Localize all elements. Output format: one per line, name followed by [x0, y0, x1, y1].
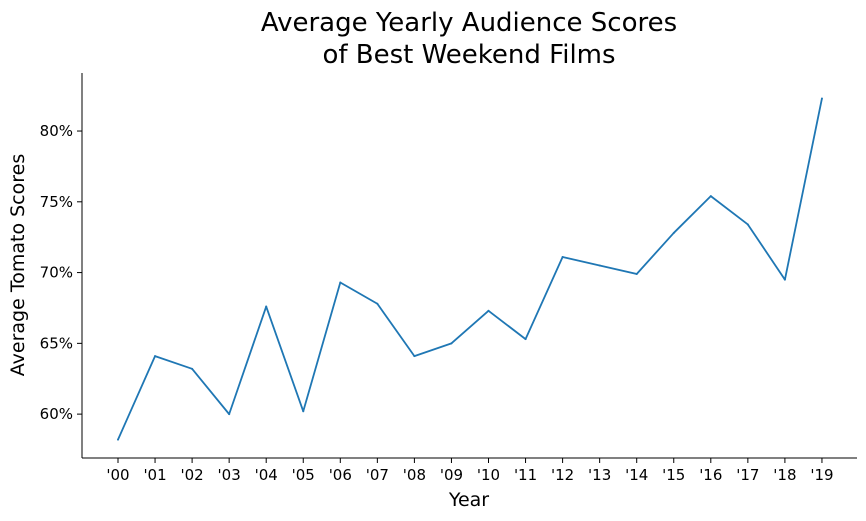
x-tick-label: '13: [588, 466, 611, 484]
x-tick-label: '15: [662, 466, 685, 484]
y-ticks: 60% 65% 70% 75% 80%: [40, 122, 82, 423]
y-tick-label: 80%: [40, 122, 73, 140]
y-tick-label: 75%: [40, 193, 73, 211]
data-point: [302, 410, 305, 413]
x-tick-label: '02: [180, 466, 203, 484]
data-point: [487, 309, 490, 312]
data-point: [783, 278, 786, 281]
data-point: [672, 231, 675, 234]
x-tick-label: '03: [218, 466, 241, 484]
chart-title-line-1: Average Yearly Audience Scores: [261, 8, 677, 38]
x-tick-label: '19: [810, 466, 833, 484]
x-tick-label: '17: [736, 466, 759, 484]
x-tick-label: '08: [403, 466, 426, 484]
data-point: [339, 281, 342, 284]
data-point: [191, 367, 194, 370]
data-point: [820, 97, 823, 100]
x-tick-label: '00: [106, 466, 129, 484]
data-point: [598, 264, 601, 267]
data-point: [154, 355, 157, 358]
x-tick-label: '12: [551, 466, 574, 484]
data-point: [265, 305, 268, 308]
plot-area: 60% 65% 70% 75% 80% '00 '01 '02 '03 '04 '05 '06 '07…: [40, 73, 857, 484]
x-tick-label: '07: [366, 466, 389, 484]
data-point: [746, 223, 749, 226]
x-tick-label: '06: [329, 466, 352, 484]
series-group: [117, 97, 823, 441]
y-tick-label: 60%: [40, 405, 73, 423]
x-tick-label: '09: [440, 466, 463, 484]
data-point: [709, 195, 712, 198]
data-point: [561, 256, 564, 259]
y-tick-label: 70%: [40, 264, 73, 282]
data-point: [376, 302, 379, 305]
x-axis-label: Year: [448, 489, 489, 511]
data-point: [450, 342, 453, 345]
x-tick-label: '10: [477, 466, 500, 484]
data-point: [228, 413, 231, 416]
data-point: [635, 272, 638, 275]
x-tick-label: '16: [699, 466, 722, 484]
x-ticks: '00 '01 '02 '03 '04 '05 '06 '07 '08 '09 '10 '11 '12 '…: [106, 458, 834, 484]
x-tick-label: '04: [255, 466, 278, 484]
x-tick-label: '14: [625, 466, 648, 484]
data-point: [524, 338, 527, 341]
x-tick-label: '11: [514, 466, 537, 484]
data-point: [117, 438, 119, 441]
x-tick-label: '05: [292, 466, 315, 484]
x-tick-label: '18: [773, 466, 796, 484]
y-tick-label: 65%: [40, 334, 73, 352]
x-tick-label: '01: [143, 466, 166, 484]
series-line-1: [117, 98, 823, 440]
chart-title-line-2: of Best Weekend Films: [322, 40, 615, 70]
y-axis-label: Average Tomato Scores: [7, 154, 29, 376]
data-point: [413, 355, 416, 358]
